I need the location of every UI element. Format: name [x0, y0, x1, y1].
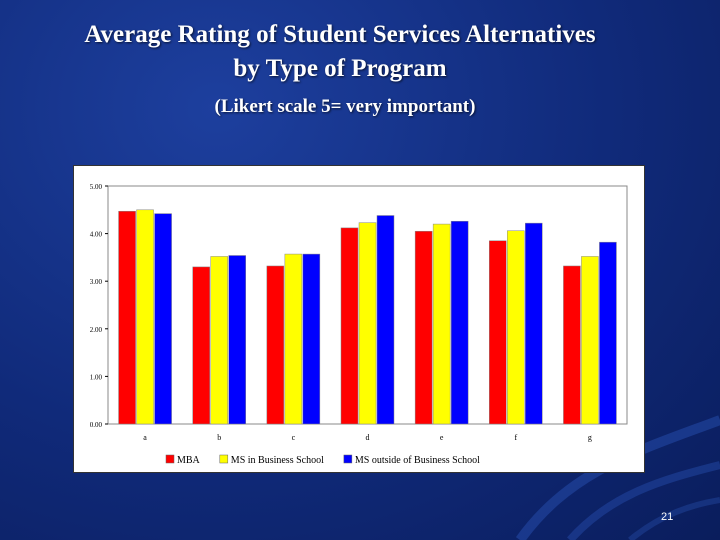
- bar-a-series-3: [154, 213, 172, 425]
- x-tick-label: g: [588, 433, 592, 442]
- bar-e-series-2: [432, 223, 451, 425]
- legend-label-2: MS in Business School: [231, 455, 324, 466]
- bar-a-series-2: [136, 209, 154, 425]
- bar-g-series-2: [581, 256, 599, 425]
- bar-g-series-1: [563, 265, 581, 425]
- slide-title: Average Rating of Student Services Alter…: [0, 18, 680, 86]
- y-tick-label: 5.00: [90, 183, 103, 191]
- legend-label-3: MS outside of Business School: [355, 455, 480, 466]
- bar-g-series-3: [599, 241, 617, 425]
- bar-d-series-3: [376, 215, 395, 425]
- chart-frame: 0.00 1.00 2.00 3.00 4.00 5.00 a b c d e f g MBA MS in …: [73, 165, 645, 473]
- y-tick-label: 4.00: [90, 231, 103, 239]
- y-tick-label: 0.00: [90, 421, 103, 429]
- bar-chart: 0.00 1.00 2.00 3.00 4.00 5.00 a b c d e f g MBA MS in …: [90, 183, 628, 466]
- bar-a-series-1: [118, 210, 136, 425]
- slide-subtitle: (Likert scale 5= very important): [214, 96, 476, 117]
- slide-title-line-1: Average Rating of Student Services Alter…: [84, 21, 596, 48]
- page-number: 21: [661, 511, 674, 523]
- bar-b-series-3: [228, 255, 246, 425]
- legend-label-1: MBA: [177, 455, 201, 466]
- legend-swatch-3: [343, 454, 353, 464]
- bar-d-series-1: [340, 227, 359, 425]
- y-tick-label: 1.00: [90, 373, 103, 381]
- bar-f-series-3: [525, 222, 543, 425]
- bar-e-series-1: [414, 230, 433, 425]
- x-tick-label: e: [440, 433, 444, 442]
- bar-f-series-1: [489, 240, 507, 425]
- bar-e-series-3: [450, 220, 469, 425]
- x-tick-label: a: [143, 433, 147, 442]
- x-tick-label: f: [514, 433, 517, 442]
- bar-d-series-2: [358, 222, 377, 425]
- x-tick-label: d: [366, 433, 370, 442]
- bar-c-series-1: [266, 265, 285, 425]
- slide-title-line-2: by Type of Program: [233, 55, 447, 82]
- y-tick-label: 2.00: [90, 326, 103, 334]
- bar-f-series-2: [507, 230, 525, 425]
- bar-b-series-2: [210, 256, 228, 425]
- legend-swatch-1: [165, 454, 175, 464]
- bar-c-series-3: [302, 253, 321, 425]
- x-tick-label: c: [292, 433, 296, 442]
- x-tick-label: b: [217, 433, 221, 442]
- bar-c-series-2: [284, 253, 303, 425]
- y-tick-label: 3.00: [90, 278, 103, 286]
- legend-swatch-2: [219, 454, 229, 464]
- bar-b-series-1: [192, 266, 210, 425]
